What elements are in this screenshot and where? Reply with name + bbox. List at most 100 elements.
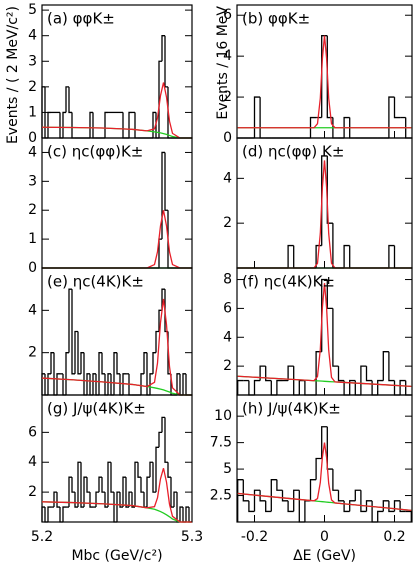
histogram-bin <box>71 112 75 139</box>
histogram-bin <box>248 500 255 513</box>
histogram-bin <box>155 446 159 493</box>
histogram-bin <box>161 35 165 62</box>
histogram-bin <box>371 380 378 396</box>
histogram-bin <box>74 330 78 374</box>
histogram-bin <box>104 111 108 138</box>
histogram-bin <box>116 352 120 375</box>
histogram-bin <box>149 373 153 395</box>
histogram-bin <box>161 151 165 240</box>
y-tick-label: 4 <box>223 170 232 186</box>
histogram-bin <box>360 365 367 395</box>
x-axis-label: ΔE (GeV) <box>293 548 356 564</box>
y-tick-label: 5 <box>223 461 232 477</box>
histogram-bin <box>92 373 96 395</box>
histogram-bin <box>119 492 123 508</box>
histogram-bin <box>158 309 162 332</box>
y-tick-label: 2 <box>28 202 37 218</box>
histogram-bin <box>270 479 277 512</box>
histogram-bin <box>265 500 272 513</box>
histogram-bin <box>298 379 305 395</box>
histogram-bin <box>86 373 90 395</box>
histogram-bin <box>253 489 261 512</box>
histogram-bin <box>164 35 168 88</box>
histogram-bin <box>140 477 144 493</box>
histogram-bin <box>393 500 401 512</box>
y-tick-label: 0 <box>28 260 37 276</box>
histogram-bin <box>388 351 395 382</box>
total-fit-curve <box>41 468 192 523</box>
y-tick-label: 1 <box>28 104 37 120</box>
histogram-bin <box>170 477 174 508</box>
histogram-bin <box>56 492 60 508</box>
histogram-bin <box>152 352 156 374</box>
histogram-bin <box>399 500 406 513</box>
histogram-bin <box>337 366 345 382</box>
y-tick-label: 4 <box>28 28 37 44</box>
histogram-bin <box>50 352 54 374</box>
histogram-bin <box>149 461 153 478</box>
histogram-bin <box>71 477 75 493</box>
histogram-bin <box>276 479 283 491</box>
panel-title: (d) ηc(φφ) K± <box>242 143 344 161</box>
histogram-bin <box>315 457 322 480</box>
y-tick-label: 4 <box>28 454 37 470</box>
histogram-bin <box>65 352 69 395</box>
histogram-bin <box>377 379 384 395</box>
histogram-bin <box>164 417 168 463</box>
y-tick-label: 6 <box>223 300 232 316</box>
histogram-bin <box>343 500 350 513</box>
histogram-bin <box>98 476 102 493</box>
histogram-bin <box>101 352 105 375</box>
histogram-bin <box>101 477 105 493</box>
histogram-bin <box>287 244 294 268</box>
histogram-bin <box>44 507 48 523</box>
histogram-bin <box>405 510 412 522</box>
total-fit-curve <box>41 298 192 396</box>
histogram-bin <box>128 111 132 138</box>
total-fit-curve <box>237 35 412 129</box>
histogram-bin <box>74 492 78 508</box>
histogram-bin <box>242 479 249 502</box>
histogram-bin <box>56 373 60 395</box>
histogram-bin <box>276 379 283 395</box>
panel-title: (e) ηc(4K)K± <box>47 273 144 291</box>
histogram-bin <box>155 330 159 353</box>
histogram-bin <box>134 112 138 139</box>
histogram-bin <box>98 352 102 395</box>
histogram-bin <box>107 373 111 395</box>
histogram-bin <box>293 366 300 396</box>
histogram-bin <box>265 366 272 382</box>
histogram-bin <box>287 365 294 381</box>
histogram-bin <box>116 491 120 522</box>
panel-title: (g) J/ψ(4K)K± <box>47 400 146 418</box>
histogram-bin <box>128 491 132 508</box>
histogram-bin <box>326 426 333 470</box>
y-tick-label: 0 <box>223 130 232 146</box>
histogram-bin <box>68 476 72 508</box>
histogram-bin <box>158 431 162 448</box>
histogram-bin <box>393 245 401 269</box>
histogram-bin <box>134 461 138 508</box>
y-tick-label: 4 <box>223 329 232 345</box>
histogram-bin <box>304 380 311 396</box>
total-fit-curve <box>42 210 192 269</box>
x-tick-label: 5.2 <box>31 529 53 545</box>
histogram-bin <box>332 223 339 269</box>
histogram-bin <box>92 112 96 139</box>
y-tick-label: 0 <box>28 130 37 146</box>
histogram-bin <box>281 490 289 502</box>
histogram-bin <box>110 462 114 493</box>
x-axis-label: Mbc (GeV/c²) <box>71 548 162 564</box>
histogram-bin <box>388 96 395 138</box>
histogram-bin <box>161 416 165 433</box>
y-tick-label: 2 <box>28 79 37 95</box>
histogram-bin <box>77 331 81 375</box>
y-tick-label: 1 <box>28 231 37 247</box>
histogram-bin <box>248 380 255 396</box>
histogram-bin <box>122 112 126 139</box>
y-tick-label: 4 <box>223 48 232 64</box>
histogram-bin <box>326 155 333 224</box>
histogram-bin <box>158 238 162 268</box>
